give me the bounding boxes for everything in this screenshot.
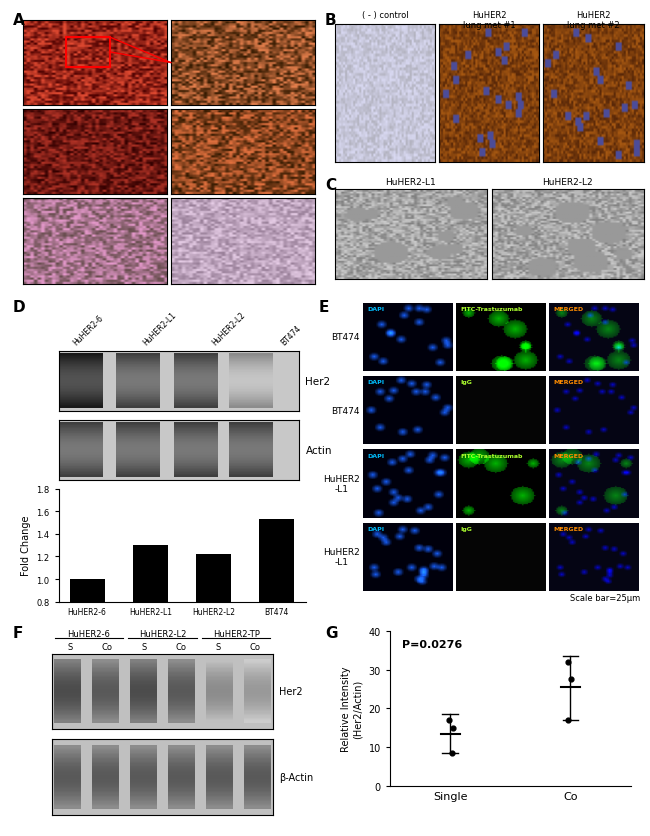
Point	[562, 655, 573, 669]
Text: HuHER2-L1: HuHER2-L1	[141, 310, 177, 347]
Text: Actin: Actin	[306, 446, 332, 456]
Text: E: E	[318, 299, 329, 314]
Bar	[133, 546, 168, 602]
Text: HuHER2-L2: HuHER2-L2	[542, 178, 593, 187]
Text: BT474: BT474	[331, 333, 359, 342]
Text: B: B	[325, 13, 337, 28]
Text: HuHER2
lung met #1: HuHER2 lung met #1	[463, 11, 515, 30]
Text: IgG: IgG	[460, 527, 472, 532]
Text: BT474: BT474	[280, 324, 303, 347]
Text: Co: Co	[102, 642, 112, 651]
Text: HuHER2-6: HuHER2-6	[68, 630, 110, 639]
Text: ( - ) control: ( - ) control	[361, 11, 408, 20]
Text: DAPI: DAPI	[367, 527, 384, 532]
Point	[566, 673, 577, 686]
Text: MERGED: MERGED	[554, 453, 584, 458]
Text: IgG: IgG	[460, 380, 472, 385]
Text: F: F	[13, 625, 23, 640]
Text: Co: Co	[249, 642, 260, 651]
Text: FITC-Trastuzumab: FITC-Trastuzumab	[460, 453, 523, 458]
Text: C: C	[325, 178, 336, 193]
Text: HuHER2
lung met #2: HuHER2 lung met #2	[567, 11, 619, 30]
Text: DAPI: DAPI	[367, 453, 384, 458]
Text: Her2: Her2	[280, 686, 303, 696]
Text: MERGED: MERGED	[554, 380, 584, 385]
Bar	[70, 579, 105, 602]
Text: MERGED: MERGED	[554, 527, 584, 532]
Text: HuHER2
-L1: HuHER2 -L1	[322, 548, 359, 567]
Point	[448, 721, 459, 735]
Text: A: A	[13, 13, 25, 28]
Point	[444, 713, 454, 726]
Text: BT474: BT474	[331, 406, 359, 415]
Point	[562, 713, 573, 726]
Text: β-Actin: β-Actin	[280, 772, 314, 782]
Text: S: S	[142, 642, 147, 651]
Text: S: S	[215, 642, 220, 651]
Bar	[259, 519, 294, 602]
Bar	[66, 38, 109, 68]
Text: D: D	[13, 299, 25, 314]
Text: HuHER2-L2: HuHER2-L2	[210, 310, 247, 347]
Text: P=0.0276: P=0.0276	[402, 639, 462, 649]
Text: HuHER2
-L1: HuHER2 -L1	[322, 474, 359, 493]
Text: HuHER2-L1: HuHER2-L1	[385, 178, 436, 187]
Text: S: S	[68, 642, 73, 651]
Text: DAPI: DAPI	[367, 380, 384, 385]
Text: HuHER2-L2: HuHER2-L2	[139, 630, 186, 639]
Y-axis label: Fold Change: Fold Change	[21, 515, 31, 576]
Text: DAPI: DAPI	[367, 307, 384, 312]
Text: Scale bar=25μm: Scale bar=25μm	[570, 593, 640, 602]
Point	[447, 747, 457, 760]
Bar	[196, 554, 231, 602]
Text: Co: Co	[176, 642, 187, 651]
Text: MERGED: MERGED	[554, 307, 584, 312]
Text: HuHER2-6: HuHER2-6	[72, 314, 105, 347]
Text: G: G	[325, 625, 337, 640]
Y-axis label: Relative Intensity
(Her2/Actin): Relative Intensity (Her2/Actin)	[341, 665, 363, 752]
Text: HuHER2-TP: HuHER2-TP	[213, 630, 259, 639]
Text: Her2: Her2	[306, 376, 331, 386]
Text: FITC-Trastuzumab: FITC-Trastuzumab	[460, 307, 523, 312]
